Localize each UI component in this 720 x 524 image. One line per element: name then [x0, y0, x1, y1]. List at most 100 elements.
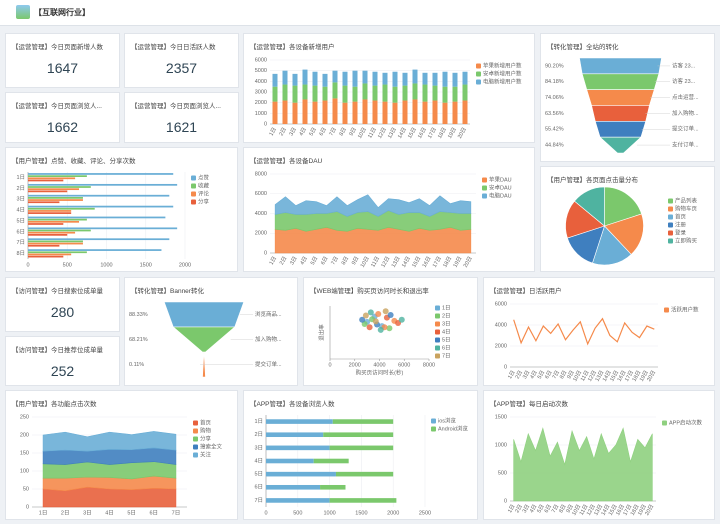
bar — [312, 71, 318, 86]
bar — [272, 101, 278, 124]
legend-label: 安卓新增用户数 — [483, 69, 522, 77]
legend-label: 3日 — [442, 320, 451, 327]
bar — [292, 73, 298, 86]
legend-label: 立即购买 — [675, 236, 698, 244]
bar — [332, 98, 338, 124]
chart: 0 2000 4000 6000 1日2日3日4日5日6日7日8日9日10日11日12日… — [495, 301, 699, 382]
y-tick-label: 4000 — [255, 211, 267, 217]
x-tick-label: 2000 — [349, 362, 361, 368]
legend-swatch — [668, 238, 673, 244]
y-tick-label: 0 — [264, 121, 267, 127]
x-tick-label: 8日 — [557, 503, 567, 514]
kpi-value: 280 — [50, 304, 75, 320]
bar — [335, 471, 394, 477]
x-tick-label: 11日 — [369, 255, 381, 268]
panel: 【用户管理】各功能点击次数 0 50 100 150 200 250 1日 2日 3日 4日 5日 6日… — [5, 390, 238, 520]
panel: 【运营管理】日活跃用户 0 2000 4000 6000 1日 2日 3日 4日 5日 6日 7日 8日… — [483, 277, 715, 386]
y-tick-label: 5日 — [16, 217, 25, 224]
bar — [323, 432, 394, 438]
bar — [322, 73, 328, 87]
legend-label: Android浏览 — [438, 424, 468, 432]
area — [513, 427, 653, 502]
x-tick-label: 6000 — [398, 362, 410, 368]
x-tick-label: 5日 — [308, 126, 318, 137]
x-tick-label: 14日 — [400, 255, 412, 269]
legend-label: 搜索全文 — [200, 442, 223, 450]
panel-title: 【运营管理】今日页面新增人数 — [12, 44, 103, 51]
legend-label: 1日 — [442, 304, 451, 311]
panel: 【访问管理】今日搜索位成单量 280 — [5, 277, 120, 332]
legend-swatch — [435, 305, 440, 311]
x-tick-label: 20日 — [462, 255, 474, 269]
x-tick-label: 0 — [26, 262, 29, 268]
legend-swatch — [662, 420, 667, 426]
funnel-stage — [163, 301, 245, 328]
pie-slice — [603, 213, 644, 255]
panel-title: 【运营管理】今日页面浏览人... — [131, 103, 221, 110]
x-tick-label: 6日 — [543, 503, 553, 514]
bar — [432, 85, 438, 101]
y-tick-label: 2000 — [495, 343, 507, 349]
bar — [28, 175, 87, 178]
x-tick-label: 6日 — [318, 126, 328, 137]
x-tick-label: 7日 — [328, 126, 338, 137]
kpi-value: 2357 — [165, 60, 198, 76]
bar — [282, 84, 288, 101]
x-tick-label: 15日 — [607, 503, 619, 517]
bar — [402, 85, 408, 101]
x-tick-label: 8日 — [558, 369, 568, 380]
funnel-stage-label: 加入购物... — [255, 335, 282, 343]
y-tick-label: 5日 — [254, 471, 263, 478]
x-tick-label: 2日 — [278, 255, 288, 266]
bar — [266, 484, 321, 490]
bar — [302, 84, 308, 100]
x-tick-label: 3日 — [288, 126, 298, 137]
x-tick-label: 19日 — [446, 126, 458, 140]
legend-swatch — [191, 175, 196, 181]
y-tick-label: 0 — [264, 250, 267, 256]
bar — [28, 212, 72, 214]
funnel-value-label: 55.42% — [545, 127, 564, 133]
scatter-point — [359, 316, 366, 323]
bar — [412, 99, 418, 124]
x-tick-label: 13日 — [592, 503, 604, 517]
x-tick-label: 1日 — [39, 509, 48, 516]
x-tick-label: 18日 — [436, 126, 448, 140]
legend-swatch — [668, 230, 673, 236]
bar — [292, 85, 298, 103]
bar — [329, 498, 397, 503]
y-tick-label: 7日 — [254, 497, 263, 504]
scatter-point — [375, 310, 382, 317]
chart: 0 1000 2000 3000 4000 5000 6000 1日 2日 3日 4日 5日 6日 7日 8… — [255, 57, 522, 140]
bar — [362, 70, 368, 84]
bar — [282, 100, 288, 124]
panel-title: 【转化管理】Banner转化 — [131, 288, 204, 295]
funnel-value-label: 84.18% — [545, 79, 564, 85]
panel-title: 【运营管理】各设备新增用户 — [250, 44, 335, 51]
legend-label: 购物车页 — [675, 204, 698, 212]
x-tick-label: 13日 — [390, 255, 402, 269]
funnel-stage-label: 访客 23... — [672, 77, 696, 85]
legend-swatch — [668, 206, 673, 212]
bar — [362, 99, 368, 124]
y-tick-label: 2000 — [255, 100, 267, 106]
scatter-point — [398, 316, 405, 323]
y-tick-label: 1日 — [16, 174, 25, 181]
legend-swatch — [482, 177, 487, 183]
bar — [432, 100, 438, 124]
x-tick-label: 1日 — [268, 255, 278, 266]
legend-label: 7日 — [442, 352, 451, 359]
x-tick-label: 500 — [63, 262, 72, 268]
legend-label: 2日 — [442, 312, 451, 319]
x-tick-label: 4日 — [529, 369, 539, 380]
legend-swatch — [193, 436, 198, 442]
x-axis-title: 购买页访问时长(秒) — [356, 368, 404, 376]
x-tick-label: 6日 — [543, 369, 553, 380]
bar — [452, 72, 458, 87]
x-tick-label: 6日 — [150, 509, 159, 516]
bar — [462, 100, 468, 124]
x-tick-label: 2日 — [61, 509, 70, 516]
bar — [412, 83, 418, 100]
